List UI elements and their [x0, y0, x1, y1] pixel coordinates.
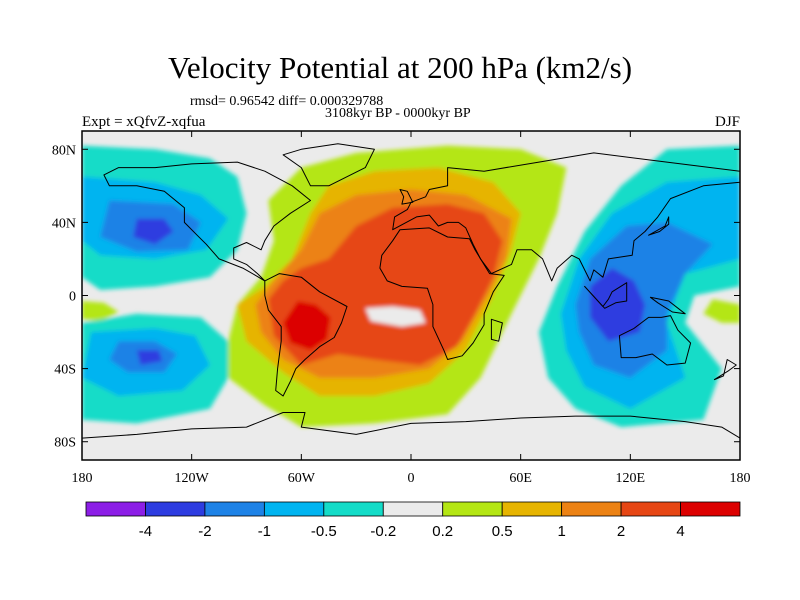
- pos-4-region: [283, 301, 331, 351]
- x-tick-label: 180: [72, 471, 93, 486]
- y-tick-label: 80S: [54, 436, 76, 451]
- colorbar-label: 0.2: [432, 523, 453, 540]
- coast-borneo-sumatra: [584, 282, 628, 309]
- coast-japan: [648, 216, 670, 236]
- period-text: 3108kyr BP - 0000kyr BP: [325, 106, 471, 121]
- colorbar: -4 -2 -1 -0.5 -0.2 0.2 0.5 1 2 4: [85, 501, 741, 540]
- y-tick-label: 40N: [52, 216, 76, 231]
- neutral-equatorial-atlantic: [365, 306, 426, 327]
- colorbar-segment: [145, 501, 206, 517]
- y-tick-label: 0: [69, 290, 76, 305]
- colorbar-segment: [501, 501, 563, 517]
- colorbar-segment: [561, 501, 622, 517]
- coast-antarctica: [82, 412, 740, 460]
- coast-eurasia: [392, 152, 740, 282]
- colorbar-segment: [263, 501, 325, 517]
- x-tick-label: 60E: [509, 471, 532, 486]
- y-tick-label: 40S: [54, 363, 76, 378]
- colorbar-label: -0.5: [311, 523, 337, 540]
- coast-new-guinea: [649, 296, 686, 315]
- colorbar-label: 2: [617, 523, 625, 540]
- contour-field: [82, 131, 740, 460]
- coast-greenland: [282, 143, 375, 187]
- colorbar-label: 0.5: [492, 523, 513, 540]
- colorbar-label: 4: [676, 523, 684, 540]
- coast-madagascar: [490, 318, 503, 342]
- coast-uk: [399, 189, 414, 205]
- colorbar-label: -1: [258, 523, 271, 540]
- map-axes: 180 120W 60W 0 60E 120E 180 80N 40N 0 40S 80S: [52, 131, 751, 486]
- chart-title: Velocity Potential at 200 hPa (km2/s): [167, 50, 633, 85]
- colorbar-segment: [204, 501, 265, 517]
- colorbar-segment: [382, 501, 444, 517]
- experiment-text: Expt = xQfvZ-xqfua: [82, 114, 206, 130]
- x-tick-label: 180: [730, 471, 751, 486]
- contour-fill-group: [82, 145, 740, 428]
- y-tick-label: 80N: [52, 143, 76, 158]
- colorbar-label: -2: [198, 523, 211, 540]
- coast-new-zealand: [713, 359, 737, 381]
- colorbar-label: -4: [139, 523, 152, 540]
- pos-0.2-dateline: [703, 299, 740, 323]
- neg-2-maritime-continent: [590, 268, 645, 342]
- coast-africa: [379, 227, 505, 360]
- coast-south-america: [264, 273, 348, 397]
- colorbar-segment: [323, 501, 384, 517]
- x-tick-label: 120E: [616, 471, 646, 486]
- stats-text: rmsd= 0.96542 diff= 0.000329788: [190, 94, 384, 109]
- x-tick-label: 60W: [288, 471, 316, 486]
- season-text: DJF: [714, 114, 740, 130]
- x-tick-label: 0: [408, 471, 415, 486]
- colorbar-segment: [442, 501, 503, 517]
- pos-0.2-dateline-west: [82, 301, 119, 322]
- neg-2-north-pacific: [133, 218, 174, 245]
- colorbar-label: -0.2: [370, 523, 396, 540]
- colorbar-label: 1: [557, 523, 565, 540]
- coast-australia: [618, 315, 692, 366]
- coastlines: [82, 143, 740, 460]
- neg-1-south-pacific-inner: [136, 350, 163, 365]
- colorbar-segment: [680, 501, 741, 517]
- colorbar-segment: [85, 501, 146, 517]
- coast-north-america: [103, 161, 311, 282]
- x-tick-label: 120W: [175, 471, 210, 486]
- colorbar-segment: [620, 501, 681, 517]
